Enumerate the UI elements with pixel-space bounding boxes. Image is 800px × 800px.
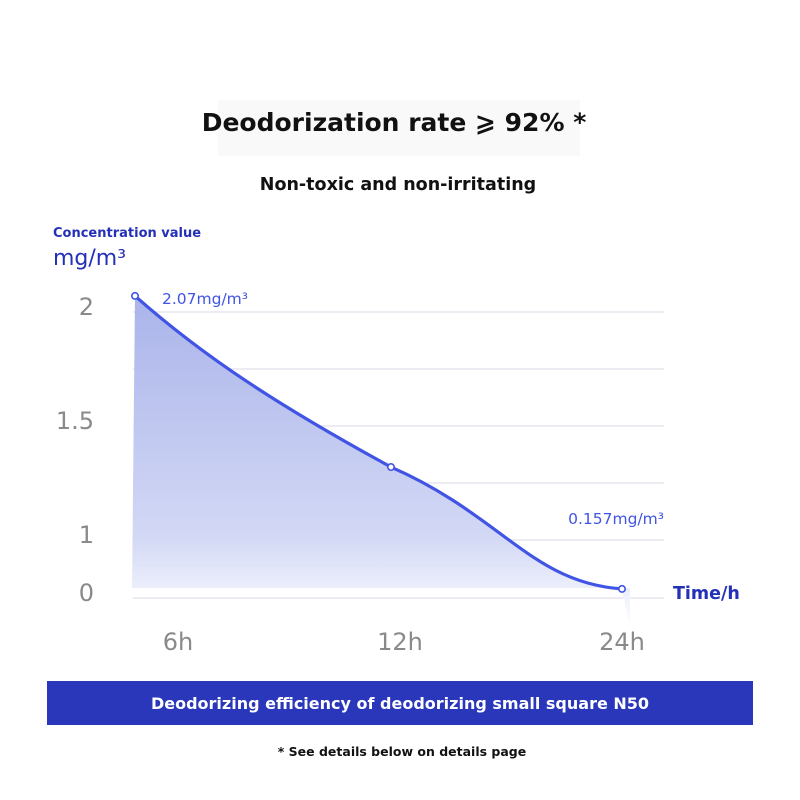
concentration-chart: 0 1 1.5 2 6h 12h 24h 2.07mg/m³ 0.157mg/m³ xyxy=(56,290,664,656)
data-point xyxy=(386,463,395,472)
footnote: * See details below on details page xyxy=(277,744,527,759)
data-label: 0.157mg/m³ xyxy=(568,510,664,528)
page-title: Deodorization rate ⩾ 92% * xyxy=(201,108,587,137)
x-tick-label: 12h xyxy=(377,628,423,656)
footer-banner: Deodorizing efficiency of deodorizing sm… xyxy=(47,681,753,725)
page-subtitle: Non-toxic and non-irritating xyxy=(259,175,537,195)
x-tick-label: 6h xyxy=(163,628,193,656)
data-point xyxy=(617,584,626,593)
y-tick-label: 1 xyxy=(79,521,94,549)
footer-banner-text: Deodorizing efficiency of deodorizing sm… xyxy=(150,693,650,713)
y-tick-label: 1.5 xyxy=(56,407,94,435)
y-axis-unit: mg/m³ xyxy=(53,246,127,271)
data-label: 2.07mg/m³ xyxy=(162,290,248,308)
data-point xyxy=(131,291,140,300)
title-background xyxy=(218,100,580,156)
x-tick-label: 24h xyxy=(599,628,645,656)
y-tick-label: 0 xyxy=(79,579,94,607)
y-tick-label: 2 xyxy=(79,293,94,321)
y-axis-label: Concentration value xyxy=(53,226,202,241)
x-axis-label: Time/h xyxy=(673,584,740,604)
